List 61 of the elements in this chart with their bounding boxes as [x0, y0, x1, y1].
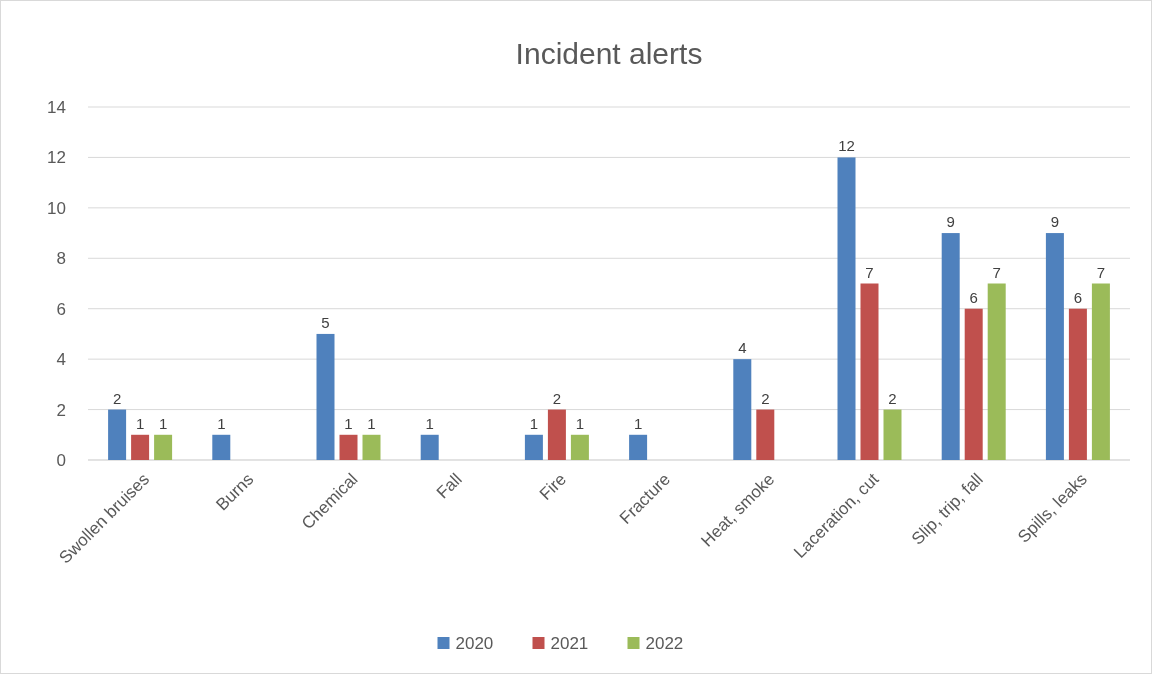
- data-label: 7: [992, 263, 1001, 281]
- x-tick-label: Slip, trip, fall: [907, 469, 987, 549]
- data-label: 9: [1050, 213, 1060, 231]
- data-label: 1: [135, 414, 145, 432]
- data-label: 1: [158, 414, 168, 432]
- data-label: 12: [838, 137, 855, 155]
- bar: [316, 333, 335, 460]
- y-tick-label: 0: [56, 450, 66, 470]
- data-label: 7: [865, 263, 874, 281]
- bar: [883, 409, 902, 460]
- y-tick-label: 8: [56, 249, 66, 269]
- bar: [1068, 308, 1087, 460]
- data-label: 2: [112, 389, 122, 407]
- y-tick-label: 6: [56, 299, 66, 319]
- data-label: 1: [425, 414, 434, 432]
- bar: [837, 157, 856, 460]
- bar: [131, 434, 150, 460]
- data-label: 1: [367, 414, 376, 432]
- bar: [547, 409, 566, 460]
- bar: [1045, 233, 1064, 460]
- bar: [108, 409, 127, 460]
- y-tick-label: 10: [47, 198, 66, 218]
- bar: [733, 359, 752, 460]
- data-label: 9: [946, 213, 955, 231]
- y-tick-label: 4: [56, 350, 66, 370]
- x-tick-label: Fall: [432, 469, 466, 503]
- data-label: 4: [738, 339, 747, 357]
- bar: [212, 434, 231, 460]
- legend-label: 2020: [455, 633, 494, 653]
- data-label: 2: [761, 389, 770, 407]
- data-label: 6: [969, 288, 978, 306]
- bar: [756, 409, 775, 460]
- chart-title: Incident alerts: [515, 37, 703, 70]
- data-label: 5: [321, 313, 330, 331]
- data-label: 6: [1073, 288, 1083, 306]
- bar: [1091, 283, 1110, 460]
- data-label: 1: [633, 414, 643, 432]
- y-tick-label: 2: [56, 400, 66, 420]
- legend-label: 2022: [645, 633, 684, 653]
- bar: [362, 434, 381, 460]
- data-label: 1: [344, 414, 353, 432]
- y-tick-label: 14: [47, 97, 66, 117]
- bar: [987, 283, 1006, 460]
- x-tick-label: Fire: [535, 469, 570, 504]
- bar: [941, 233, 960, 460]
- bar: [964, 308, 983, 460]
- bar: [860, 283, 879, 460]
- data-label: 1: [217, 414, 226, 432]
- bar: [524, 434, 543, 460]
- bar: [420, 434, 439, 460]
- bar: [339, 434, 358, 460]
- data-label: 1: [575, 414, 585, 432]
- bar: [629, 434, 648, 460]
- data-label: 7: [1096, 263, 1106, 281]
- y-tick-label: 12: [47, 148, 66, 168]
- bar: [154, 434, 173, 460]
- data-label: 2: [888, 389, 897, 407]
- legend-label: 2021: [550, 633, 589, 653]
- bar: [570, 434, 589, 460]
- data-label: 2: [552, 389, 562, 407]
- data-label: 1: [529, 414, 539, 432]
